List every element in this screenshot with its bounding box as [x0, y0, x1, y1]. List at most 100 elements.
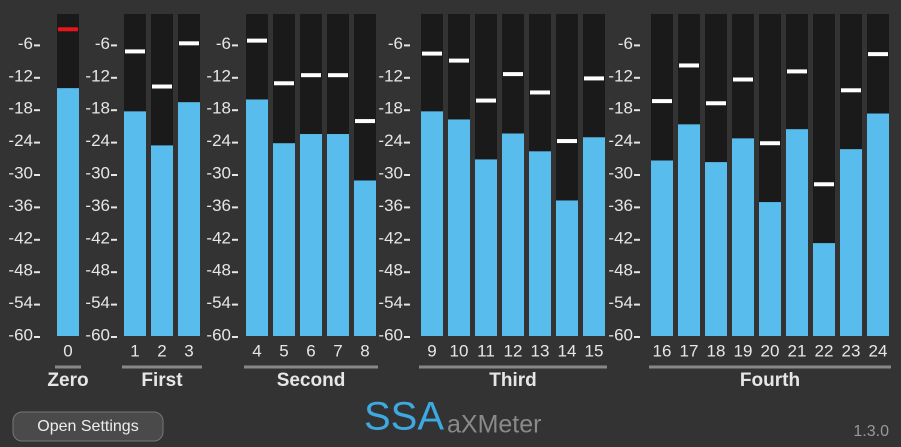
open-settings-button[interactable]: [12, 411, 164, 442]
peak-marker: [530, 90, 550, 95]
peak-marker: [301, 73, 321, 78]
channel-label: 2: [157, 341, 166, 360]
scale-label: -6: [618, 34, 633, 53]
channel-label: 11: [477, 341, 495, 360]
scale-label: -24: [206, 131, 231, 150]
level-bar: [178, 102, 200, 337]
level-bar: [840, 149, 862, 336]
scale-label: -48: [8, 261, 33, 280]
button-label[interactable]: Open Settings: [37, 418, 138, 435]
scale-label: -30: [8, 163, 33, 182]
scale-label: -48: [206, 261, 231, 280]
channel-label: 16: [653, 341, 672, 360]
scale-label: -60: [8, 325, 33, 344]
scale-label: -42: [378, 228, 403, 247]
scale-label: -42: [206, 228, 231, 247]
peak-marker: [355, 119, 375, 124]
scale-label: -42: [608, 228, 633, 247]
peak-marker: [152, 84, 172, 89]
level-bar: [124, 111, 146, 336]
peak-marker: [679, 63, 699, 68]
level-bar: [556, 200, 578, 336]
scale-label: -54: [378, 293, 403, 312]
peak-marker: [557, 139, 577, 144]
channel-label: 5: [279, 341, 288, 360]
channel-label: 7: [333, 341, 342, 360]
level-bar: [57, 88, 79, 336]
level-bar: [651, 160, 673, 336]
logo-main: SSA: [364, 395, 444, 439]
channel-label: 8: [360, 341, 369, 360]
peak-marker: [841, 88, 861, 93]
peak-marker: [125, 49, 145, 54]
level-bar: [529, 151, 551, 336]
scale-label: -6: [18, 34, 33, 53]
level-bar: [732, 138, 754, 336]
channel-label: 9: [427, 341, 436, 360]
scale-label: -60: [206, 325, 231, 344]
scale-label: -12: [206, 66, 231, 85]
level-bar: [867, 113, 889, 337]
channel-label: 20: [761, 341, 780, 360]
level-bar: [705, 162, 727, 336]
logo-sub: aXMeter: [447, 411, 541, 439]
channel-label: 21: [788, 341, 807, 360]
scale-label: -24: [8, 131, 33, 150]
channel-label: 24: [869, 341, 888, 360]
channel-label: 15: [585, 341, 604, 360]
peak-marker: [733, 77, 753, 82]
scale-label: -30: [378, 163, 403, 182]
scale-label: -42: [8, 228, 33, 247]
level-bar: [502, 133, 524, 336]
version: 1.3.0: [853, 423, 889, 440]
peak-marker: [760, 141, 780, 146]
group-name: First: [141, 370, 183, 391]
peak-marker: [274, 81, 294, 86]
scale-label: -18: [85, 99, 110, 118]
level-bar: [786, 129, 808, 336]
scale-label: -6: [216, 34, 231, 53]
channel-label: 3: [184, 341, 193, 360]
peak-marker: [503, 72, 523, 77]
scale-label: -48: [608, 261, 633, 280]
scale-label: -24: [85, 131, 110, 150]
level-bar: [421, 111, 443, 336]
level-bar: [246, 99, 268, 336]
level-bar: [327, 134, 349, 336]
scale-label: -48: [378, 261, 403, 280]
meters: -6 -12 -18 -24 -30 -36 -42 -48 -54 -60 0 Zero -6 -12 -…: [8, 14, 891, 391]
scale-label: -30: [206, 163, 231, 182]
channel-label: 6: [306, 341, 315, 360]
peak-marker: [706, 101, 726, 106]
channel-label: 14: [558, 341, 577, 360]
level-bar: [354, 180, 376, 336]
level-bar: [151, 145, 173, 336]
scale-label: -24: [378, 131, 403, 150]
peak-marker: [449, 58, 469, 63]
channel-label: 4: [252, 341, 261, 360]
scale-label: -12: [8, 66, 33, 85]
level-bar: [759, 202, 781, 336]
peak-marker: [476, 98, 496, 103]
channel-label: 0: [63, 341, 72, 360]
scale-label: -36: [85, 196, 110, 215]
level-bar: [273, 143, 295, 336]
scale-label: -36: [378, 196, 403, 215]
scale-label: -30: [608, 163, 633, 182]
scale-label: -54: [608, 293, 633, 312]
scale-label: -12: [608, 66, 633, 85]
scale-label: -60: [608, 325, 633, 344]
level-bar: [678, 124, 700, 336]
channel-label: 13: [531, 341, 550, 360]
scale-label: -54: [85, 293, 110, 312]
scale-label: -18: [206, 99, 231, 118]
peak-marker: [652, 99, 672, 104]
scale-label: -36: [206, 196, 231, 215]
group-name: Fourth: [740, 370, 800, 391]
peak-marker: [328, 73, 348, 78]
scale-label: -30: [85, 163, 110, 182]
scale-label: -36: [8, 196, 33, 215]
channel-label: 12: [504, 341, 523, 360]
peak-marker: [179, 41, 199, 46]
